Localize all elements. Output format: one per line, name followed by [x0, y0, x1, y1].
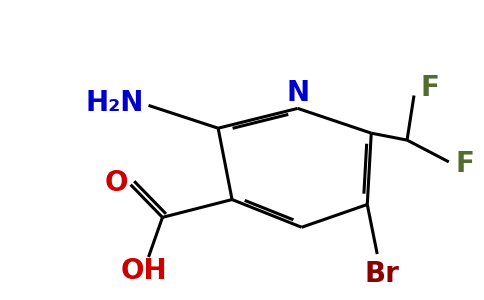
Text: F: F	[455, 150, 474, 178]
Text: Br: Br	[365, 260, 400, 288]
Text: F: F	[421, 74, 439, 102]
Text: O: O	[105, 169, 128, 197]
Text: H₂N: H₂N	[85, 89, 144, 117]
Text: OH: OH	[120, 257, 167, 285]
Text: N: N	[286, 79, 309, 106]
